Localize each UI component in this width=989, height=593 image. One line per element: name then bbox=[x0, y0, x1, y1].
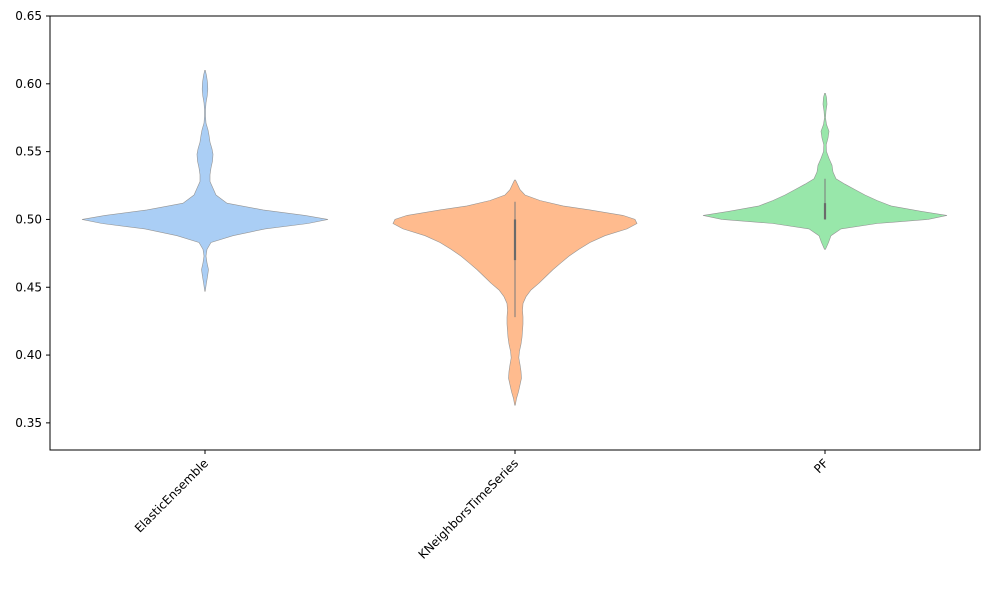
violin-KNeighborsTimeSeries bbox=[392, 179, 638, 406]
y-tick-label: 0.55 bbox=[15, 145, 42, 159]
violins-layer bbox=[81, 70, 948, 406]
y-tick-label: 0.45 bbox=[15, 280, 42, 294]
y-tick-label: 0.35 bbox=[15, 416, 42, 430]
y-tick-label: 0.50 bbox=[15, 212, 42, 226]
plot-frame bbox=[49, 15, 981, 451]
x-tick-label: KNeighborsTimeSeries bbox=[416, 456, 522, 562]
violin-body bbox=[702, 93, 948, 250]
x-tick-label: PF bbox=[811, 456, 831, 476]
x-tick-label: ElasticEnsemble bbox=[132, 456, 211, 535]
violin-body bbox=[81, 70, 329, 292]
violin-PF bbox=[702, 93, 948, 250]
y-axis: 0.35 0.40 0.45 0.50 0.55 0.60 0.65 bbox=[15, 9, 50, 430]
y-tick-label: 0.65 bbox=[15, 9, 42, 23]
violin-ElasticEnsemble bbox=[81, 70, 329, 292]
x-axis: ElasticEnsemble KNeighborsTimeSeries PF bbox=[132, 450, 831, 562]
y-tick-label: 0.40 bbox=[15, 348, 42, 362]
y-tick-label: 0.60 bbox=[15, 77, 42, 91]
